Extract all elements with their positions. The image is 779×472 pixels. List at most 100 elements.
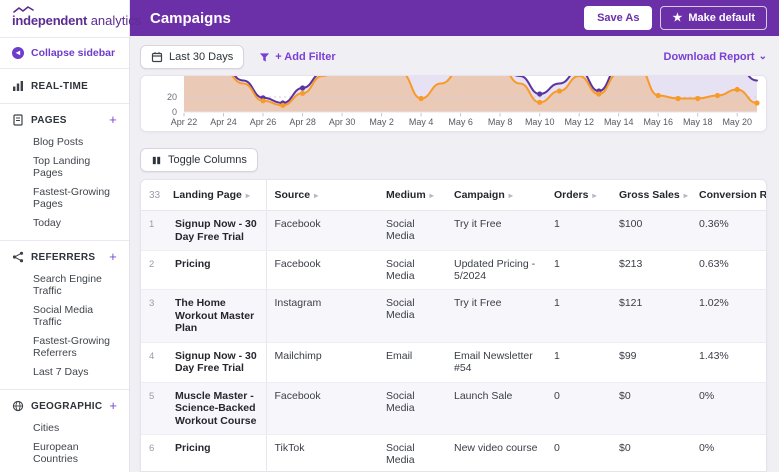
toggle-columns-row: Toggle Columns [140,148,767,172]
make-default-button[interactable]: ★ Make default [660,6,767,30]
add-report-icon[interactable]: + [109,252,117,262]
conversion-rate-cell: 0% [691,382,767,435]
sidebar-item-today[interactable]: Today [0,213,129,232]
brand-logo[interactable]: independent analytics [0,0,129,37]
column-label: Landing Page [173,189,242,201]
toggle-columns-button[interactable]: Toggle Columns [140,148,258,172]
conversion-rate-cell: 1.02% [691,290,767,343]
sidebar-section-geographic[interactable]: GEOGRAPHIC + [0,390,129,418]
svg-text:May 16: May 16 [643,117,673,127]
orders-cell: 1 [546,342,611,382]
medium-cell: Email [378,342,446,382]
source-cell: Facebook [266,251,378,290]
landing-page-cell[interactable]: Pricing [175,442,211,455]
medium-cell: Social Media [378,290,446,343]
sidebar-item-fastest-growing-pages[interactable]: Fastest-Growing Pages [0,182,129,213]
campaign-cell: New video course [446,435,546,472]
table-row: 5Muscle Master - Science-Backed Workout … [141,382,767,435]
column-header-source[interactable]: Source▸ [266,180,378,211]
landing-page-cell[interactable]: Signup Now - 30 Day Free Trial [175,218,258,243]
campaign-cell: Try it Free [446,290,546,343]
add-filter-button[interactable]: + Add Filter [259,51,335,63]
add-report-icon[interactable]: + [109,115,117,125]
table-header-row: 33Landing Page ▸ Source▸ Medium▸ Campaign… [141,180,767,211]
gross-sales-cell: $0 [611,435,691,472]
funnel-icon [259,52,270,63]
landing-page-cell[interactable]: Signup Now - 30 Day Free Trial [175,350,258,375]
brand-name-bold: independent [12,13,87,28]
sort-icon: ▸ [430,191,434,200]
sidebar-item-last-7-days[interactable]: Last 7 Days [0,362,129,381]
share-network-icon [12,251,24,263]
add-report-icon[interactable]: + [109,401,117,411]
sidebar-item-european-countries[interactable]: European Countries [0,437,129,468]
column-header-conversion-rate[interactable]: Conversion Rate▸ [691,180,767,211]
sidebar-item-social-media-traffic[interactable]: Social Media Traffic [0,300,129,331]
landing-page-cell[interactable]: The Home Workout Master Plan [175,297,258,335]
main-content: Campaigns Save As ★ Make default Last 30… [130,0,779,472]
add-filter-label: + Add Filter [275,51,335,63]
svg-text:Apr 22: Apr 22 [171,117,198,127]
column-label: Orders [554,189,588,201]
svg-text:20: 20 [167,92,177,102]
landing-page-cell[interactable]: Muscle Master - Science-Backed Workout C… [175,390,258,428]
sidebar-item-top-landing-pages[interactable]: Top Landing Pages [0,151,129,182]
row-count: 33 [149,190,173,201]
table-row: 6Pricing TikTok Social Media New video c… [141,435,767,472]
sidebar-section-referrers[interactable]: REFERRERS + [0,241,129,269]
sidebar-item-real-time[interactable]: REAL-TIME [0,69,129,103]
svg-text:May 20: May 20 [722,117,752,127]
svg-text:May 12: May 12 [564,117,594,127]
column-header-medium[interactable]: Medium▸ [378,180,446,211]
svg-text:Apr 30: Apr 30 [329,117,356,127]
conversion-rate-cell: 0.36% [691,211,767,251]
filter-toolbar: Last 30 Days + Add Filter Download Repor… [130,36,779,72]
sidebar-section-pages[interactable]: PAGES + [0,104,129,132]
sidebar: independent analytics ◂ Collapse sidebar… [0,0,130,472]
svg-text:Apr 24: Apr 24 [210,117,237,127]
orders-cell: 0 [546,435,611,472]
sidebar-item-fastest-growing-referrers[interactable]: Fastest-Growing Referrers [0,331,129,362]
medium-cell: Social Media [378,382,446,435]
source-cell: TikTok [266,435,378,472]
orders-cell: 1 [546,251,611,290]
sidebar-section-label: REAL-TIME [31,81,88,92]
date-range-button[interactable]: Last 30 Days [140,45,244,69]
column-header-landing-page[interactable]: 33Landing Page ▸ [141,180,266,211]
collapse-sidebar-label: Collapse sidebar [31,47,115,59]
orders-cell: 1 [546,211,611,251]
svg-text:May 4: May 4 [409,117,434,127]
save-as-button[interactable]: Save As [584,6,652,30]
campaign-chart-card[interactable]: 200Apr 22Apr 24Apr 26Apr 28Apr 30May 2Ma… [140,75,767,132]
date-range-label: Last 30 Days [169,51,233,63]
svg-text:Apr 26: Apr 26 [250,117,277,127]
orders-cell: 0 [546,382,611,435]
row-number: 2 [149,258,173,271]
source-cell: Facebook [266,382,378,435]
gross-sales-cell: $99 [611,342,691,382]
conversion-rate-cell: 1.43% [691,342,767,382]
gross-sales-cell: $100 [611,211,691,251]
page-title: Campaigns [150,10,231,27]
row-number: 1 [149,218,173,243]
campaign-cell: Try it Free [446,211,546,251]
sidebar-item-blog-posts[interactable]: Blog Posts [0,132,129,151]
svg-text:Apr 28: Apr 28 [289,117,316,127]
sidebar-item-cities[interactable]: Cities [0,418,129,437]
landing-page-cell[interactable]: Pricing [175,258,211,271]
sort-icon: ▸ [246,191,250,200]
bar-chart-icon [12,80,24,92]
svg-text:May 10: May 10 [525,117,555,127]
make-default-label: Make default [688,12,755,24]
column-header-orders[interactable]: Orders▸ [546,180,611,211]
svg-text:May 2: May 2 [369,117,394,127]
column-header-campaign[interactable]: Campaign▸ [446,180,546,211]
sidebar-item-search-engine-traffic[interactable]: Search Engine Traffic [0,269,129,300]
globe-icon [12,400,24,412]
column-header-gross-sales[interactable]: Gross Sales▸ [611,180,691,211]
download-report-button[interactable]: Download Report ⌄ [664,51,767,63]
column-label: Conversion Rate [699,189,767,201]
svg-text:May 6: May 6 [448,117,473,127]
source-cell: Instagram [266,290,378,343]
collapse-sidebar-button[interactable]: ◂ Collapse sidebar [0,38,129,68]
